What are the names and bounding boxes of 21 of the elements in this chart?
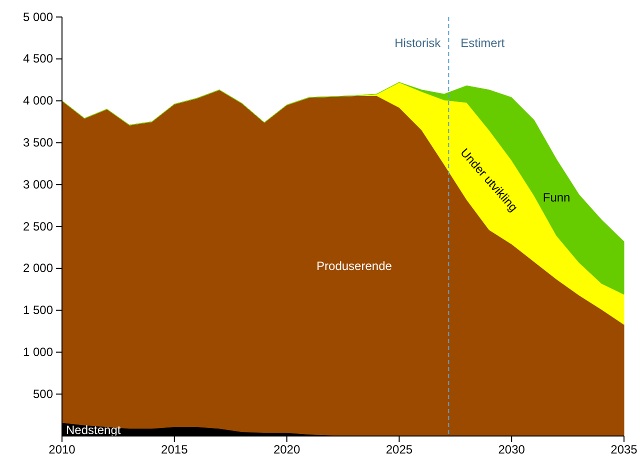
y-tick-label: 4 500 [22,52,54,66]
y-tick-label: 4 000 [22,94,54,108]
y-tick-label: 3 500 [22,136,54,150]
x-tick-label: 2015 [161,442,188,457]
x-tick-label: 2035 [610,442,638,457]
x-tick-label: 2010 [48,442,76,457]
y-tick-label: 500 [32,386,54,401]
series-label: Produserende [316,258,392,273]
series-label: Funn [542,190,570,205]
x-tick-label: 2030 [498,442,526,457]
x-tick-label: 2025 [386,442,413,457]
series-label: Nedstengt [66,423,122,437]
y-tick-label: 2 000 [22,261,54,276]
annotation: Historisk [394,36,442,50]
x-tick-label: 2020 [273,442,300,457]
y-tick-label: 5 000 [22,10,54,24]
y-tick-label: 2 500 [22,219,54,234]
y-tick-label: 1 500 [22,303,54,318]
y-tick-label: 1 000 [22,345,54,360]
y-tick-label: 3 000 [22,177,54,192]
annotation: Estimert [460,36,506,50]
